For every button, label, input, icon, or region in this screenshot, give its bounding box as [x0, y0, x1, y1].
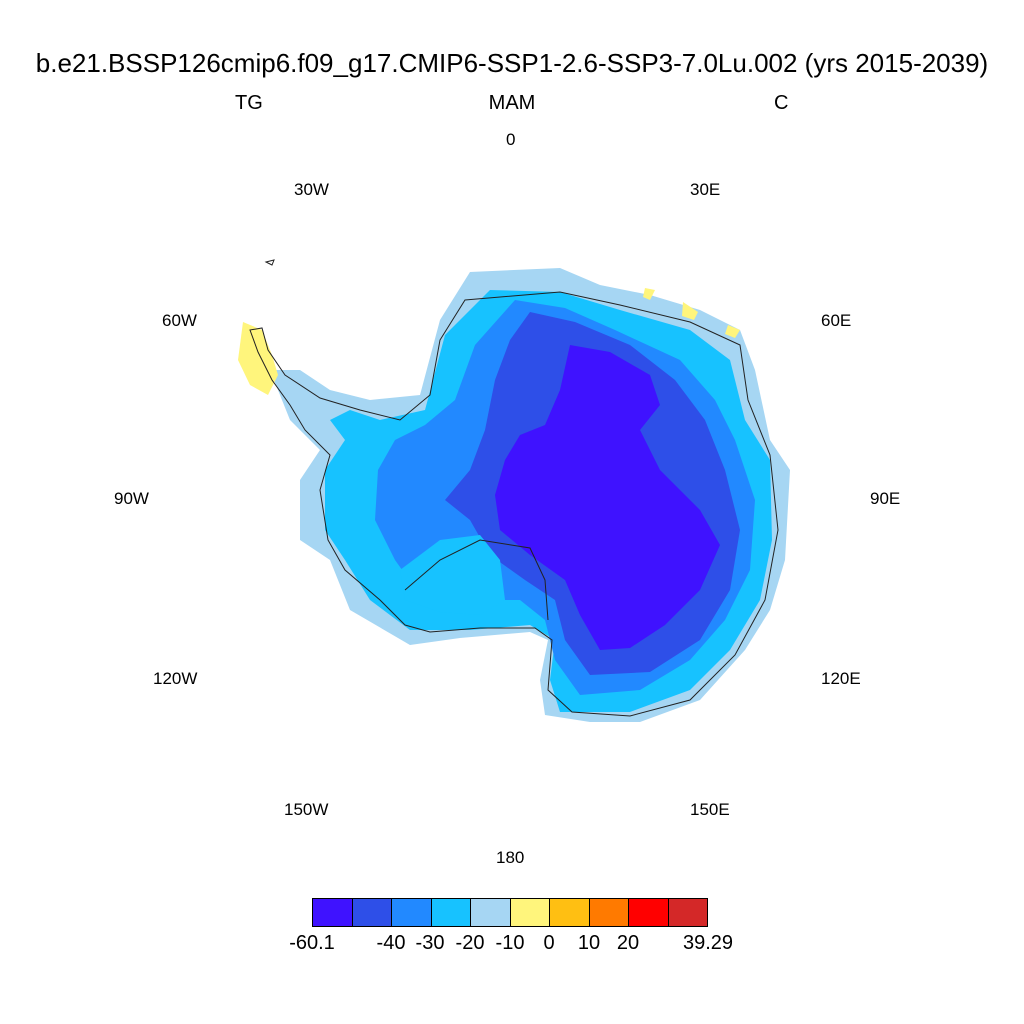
lon-label-180: 180: [496, 848, 525, 867]
lon-label-30w: 30W: [294, 180, 329, 199]
ross-ice-shelf-outline: [404, 539, 549, 621]
season-label: MAM: [488, 92, 536, 114]
lon-label-60e: 60E: [821, 311, 852, 330]
colorbar-box-2: [352, 899, 392, 926]
lon-label-150e: 150E: [690, 800, 730, 819]
colorbar-label: -30: [415, 932, 445, 954]
colorbar-label: -10: [495, 932, 525, 954]
colorbar-box-5: [471, 899, 511, 926]
lon-label-150w: 150W: [284, 800, 329, 819]
colorbar-box-1: [313, 899, 353, 926]
colorbar-box-7: [550, 899, 590, 926]
coastline: [249, 291, 779, 717]
units-label: C: [774, 92, 789, 114]
colorbar-box-4: [431, 899, 471, 926]
lon-label-30e: 30E: [690, 180, 721, 199]
lon-label-90e: 90E: [870, 489, 901, 508]
colorbar: [312, 898, 708, 927]
lon-label-120e: 120E: [821, 669, 861, 688]
colorbar-label: 20: [616, 932, 640, 954]
coastal-warm-patch: [643, 288, 740, 338]
colorbar-label: -40: [376, 932, 406, 954]
colorbar-box-6: [510, 899, 550, 926]
lon-label-0: 0: [506, 130, 516, 149]
lon-label-120w: 120W: [153, 669, 198, 688]
peninsula-warm-patch: [238, 322, 278, 395]
colorbar-box-8: [589, 899, 629, 926]
variable-label: TG: [235, 92, 263, 114]
lon-label-90w: 90W: [114, 489, 149, 508]
colorbar-label: 10: [577, 932, 601, 954]
map-title: b.e21.BSSP126cmip6.f09_g17.CMIP6-SSP1-2.…: [35, 48, 989, 78]
colorbar-label: 0: [543, 932, 555, 954]
ice-shelf-patch: [400, 535, 505, 615]
small-island: [264, 259, 275, 266]
colorbar-label-max: 39.29: [682, 932, 734, 954]
colorbar-box-9: [629, 899, 669, 926]
lon-label-60w: 60W: [162, 311, 197, 330]
colorbar-box-10: [668, 899, 707, 926]
colorbar-box-3: [392, 899, 432, 926]
band-minus60-minus40: [495, 345, 720, 650]
colorbar-label: -20: [455, 932, 485, 954]
colorbar-label-min: -60.1: [289, 932, 335, 954]
